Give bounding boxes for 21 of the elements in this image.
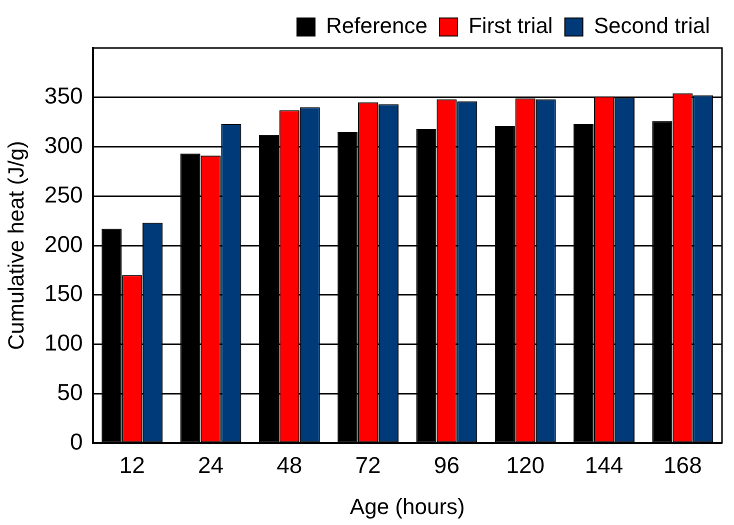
x-tick-label: 144 <box>584 452 624 478</box>
x-tick-label: 48 <box>276 452 302 478</box>
legend-label: First trial <box>468 13 553 38</box>
y-tick-label: 300 <box>44 132 83 158</box>
x-tick-label: 24 <box>198 452 224 478</box>
y-tick-label: 350 <box>44 82 83 109</box>
y-tick-label: 200 <box>44 230 83 257</box>
y-tick-label: 150 <box>44 280 83 306</box>
x-tick-label: 96 <box>434 452 460 478</box>
legend-label: Reference <box>326 13 428 38</box>
x-axis-title: Age (hours) <box>350 494 465 519</box>
y-tick-label: 0 <box>70 428 83 454</box>
y-tick-label: 250 <box>44 181 83 208</box>
x-tick-label: 12 <box>119 452 145 478</box>
legend-label: Second trial <box>594 13 710 38</box>
y-tick-label: 100 <box>44 330 83 356</box>
x-tick-label: 72 <box>355 452 381 478</box>
y-axis-title: Cumulative heat (J/g) <box>3 140 28 350</box>
x-tick-label: 120 <box>506 452 545 478</box>
x-tick-label: 168 <box>663 452 702 478</box>
y-tick-label: 50 <box>57 378 83 405</box>
